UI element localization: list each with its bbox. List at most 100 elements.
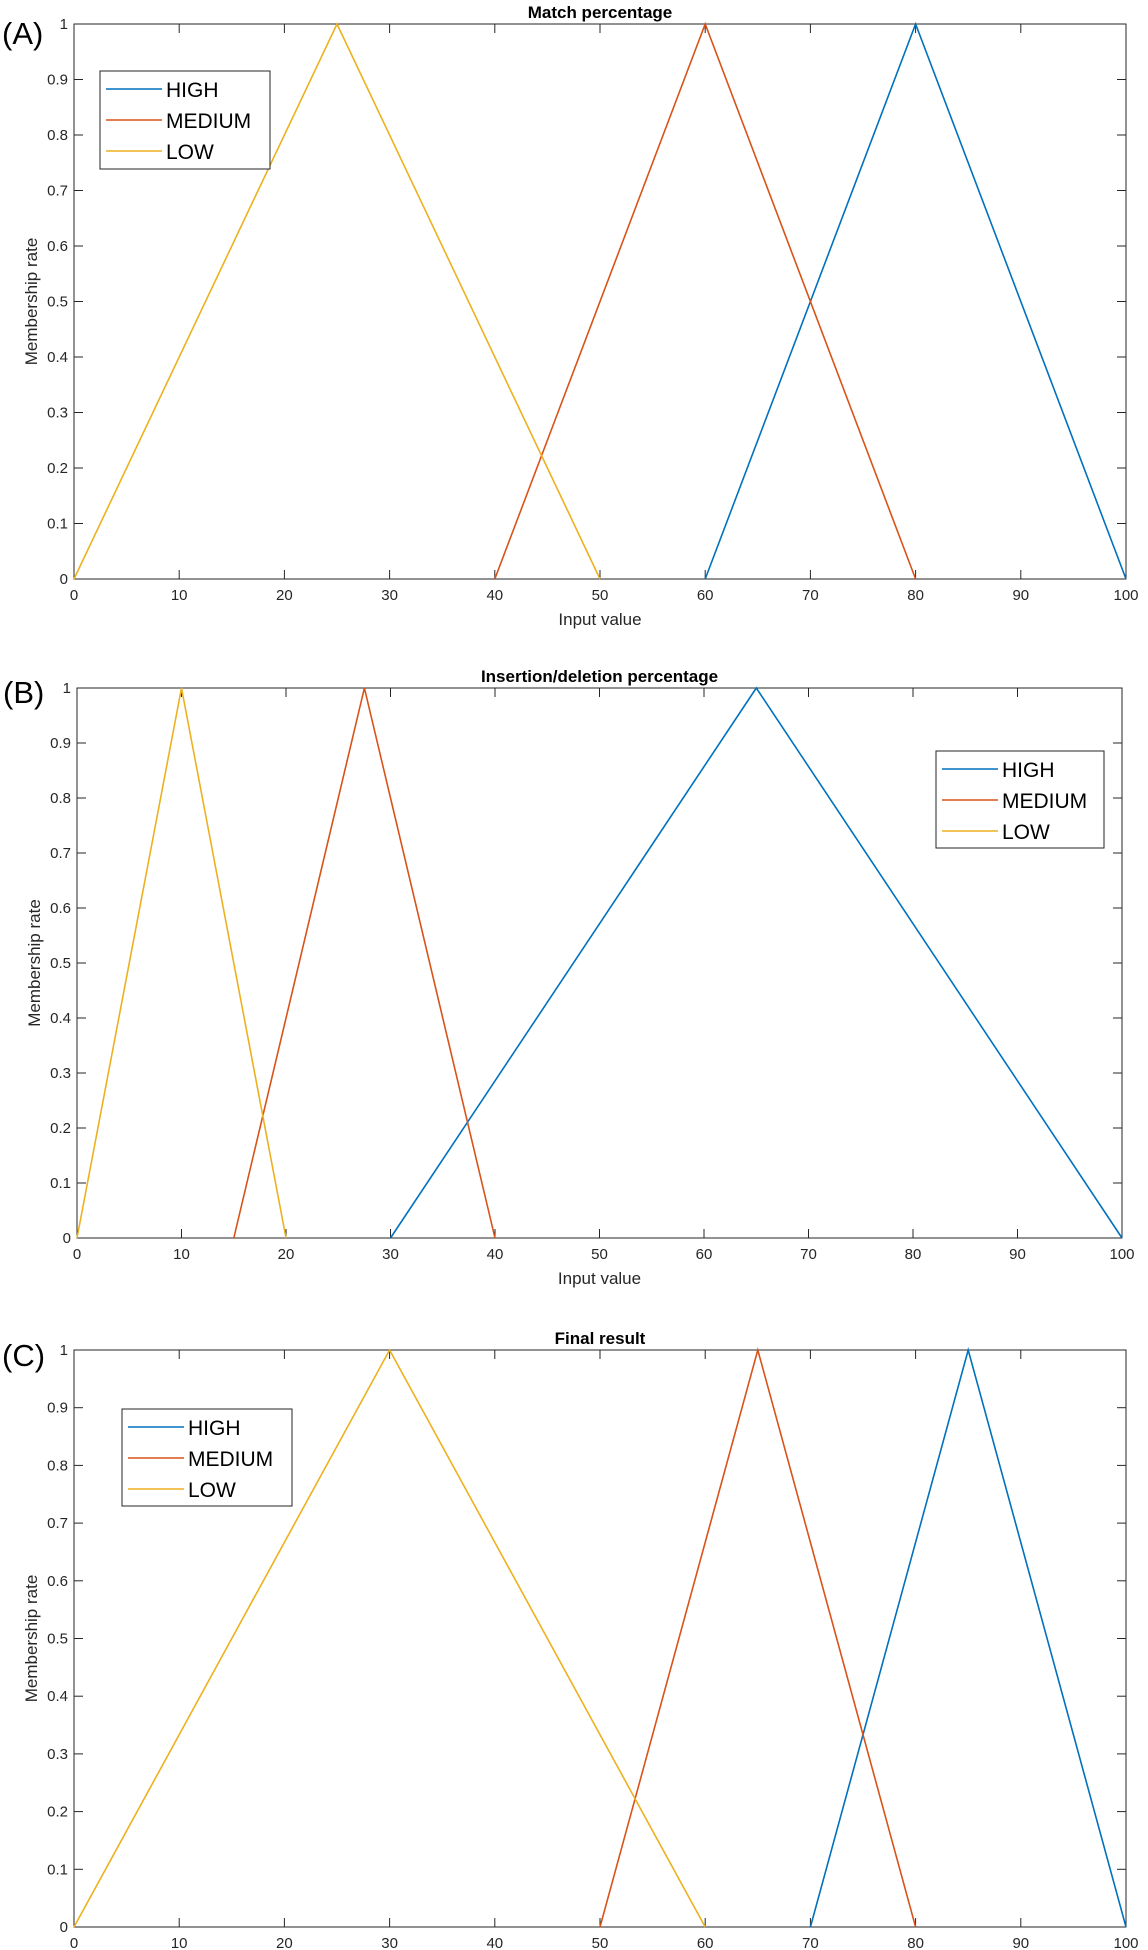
- y-tick-label: 0.3: [47, 405, 68, 422]
- x-tick-label: 10: [173, 1246, 190, 1263]
- y-tick-label: 0.3: [47, 1746, 68, 1763]
- legend-entry-low: LOW: [188, 1479, 236, 1502]
- y-tick-label: 0.1: [47, 1861, 68, 1878]
- y-tick-label: 0.7: [50, 845, 71, 862]
- x-tick-label: 0: [73, 1246, 81, 1263]
- y-tick-label: 0: [63, 1230, 71, 1247]
- y-tick-label: 0.2: [47, 460, 68, 477]
- x-tick-label: 10: [171, 1935, 188, 1950]
- legend: HIGH MEDIUM LOW: [99, 70, 271, 170]
- y-tick-label: 0.9: [47, 1400, 68, 1417]
- y-tick-label: 0.2: [47, 1804, 68, 1821]
- panel-label: (A): [2, 16, 43, 51]
- y-tick-label: 0.4: [47, 1688, 68, 1705]
- series-line-low: [73, 22, 601, 580]
- x-tick-label: 0: [70, 1935, 78, 1950]
- x-tick-label: 80: [907, 587, 924, 604]
- x-tick-label: 100: [1113, 587, 1138, 604]
- y-tick-label: 0.7: [47, 1515, 68, 1532]
- x-tick-label: 70: [802, 587, 819, 604]
- y-tick-label: 0.9: [47, 72, 68, 89]
- y-tick-label: 0.5: [47, 294, 68, 311]
- y-tick-label: 0.6: [47, 1573, 68, 1590]
- y-axis-label: Membership rate: [22, 238, 41, 366]
- chart-title: Insertion/deletion percentage: [481, 667, 718, 686]
- x-tick-label: 90: [1012, 587, 1029, 604]
- y-tick-label: 1: [60, 16, 68, 33]
- x-tick-label: 40: [487, 1246, 504, 1263]
- y-tick-label: 1: [60, 1342, 68, 1359]
- x-tick-label: 60: [697, 587, 714, 604]
- y-axis-label: Membership rate: [25, 899, 44, 1027]
- x-tick-label: 40: [486, 587, 503, 604]
- x-tick-label: 90: [1009, 1246, 1026, 1263]
- x-tick-label: 70: [802, 1935, 819, 1950]
- chart-title: Match percentage: [528, 3, 673, 22]
- legend-entry-low: LOW: [166, 141, 214, 164]
- series-line-low: [76, 687, 287, 1239]
- x-tick-label: 20: [276, 587, 293, 604]
- y-tick-label: 0.5: [50, 955, 71, 972]
- chart-panel-c: (C) Final result 0 10 20 30 40 50 60 70 80 90 100 0 0.…: [2, 1329, 1139, 1950]
- y-tick-label: 0.2: [50, 1120, 71, 1137]
- y-tick-label: 0.4: [50, 1010, 71, 1027]
- y-tick-label: 0.4: [47, 349, 68, 366]
- series-line-medium: [233, 687, 496, 1239]
- legend: HIGH MEDIUM LOW: [935, 750, 1105, 849]
- y-tick-label: 0.6: [47, 238, 68, 255]
- legend-entry-medium: MEDIUM: [166, 110, 251, 133]
- x-tick-label: 50: [592, 587, 609, 604]
- x-tick-label: 90: [1012, 1935, 1029, 1950]
- y-tick-label: 0.8: [47, 127, 68, 144]
- legend-entry-high: HIGH: [166, 79, 219, 102]
- y-tick-label: 0: [60, 1919, 68, 1936]
- y-tick-label: 0: [60, 571, 68, 588]
- legend-entry-low: LOW: [1002, 821, 1050, 844]
- x-axis-label: Input value: [558, 1269, 641, 1288]
- x-tick-label: 30: [381, 587, 398, 604]
- x-tick-label: 20: [278, 1246, 295, 1263]
- series-line-medium: [494, 21, 917, 580]
- y-tick-label: 0.7: [47, 183, 68, 200]
- panel-label: (B): [3, 675, 44, 710]
- legend-entry-medium: MEDIUM: [1002, 790, 1087, 813]
- y-axis-label: Membership rate: [22, 1575, 41, 1703]
- x-tick-label: 20: [276, 1935, 293, 1950]
- x-tick-label: 60: [696, 1246, 713, 1263]
- y-tick-label: 0.3: [50, 1065, 71, 1082]
- legend: HIGH MEDIUM LOW: [121, 1408, 293, 1507]
- x-axis-label: Input value: [558, 610, 641, 629]
- chart-title: Final result: [555, 1329, 646, 1348]
- x-tick-label: 50: [592, 1935, 609, 1950]
- x-tick-label: 10: [171, 587, 188, 604]
- series-line-low: [73, 1348, 706, 1928]
- x-tick-label: 0: [70, 587, 78, 604]
- y-tick-label: 0.1: [50, 1175, 71, 1192]
- y-tick-label: 0.8: [47, 1457, 68, 1474]
- y-tick-label: 0.1: [47, 516, 68, 533]
- x-tick-label: 80: [907, 1935, 924, 1950]
- x-tick-label: 60: [697, 1935, 714, 1950]
- x-tick-label: 100: [1109, 1246, 1134, 1263]
- series-line-high: [389, 686, 1123, 1239]
- x-tick-label: 80: [905, 1246, 922, 1263]
- y-tick-label: 0.6: [50, 900, 71, 917]
- x-tick-label: 100: [1113, 1935, 1138, 1950]
- y-tick-label: 0.9: [50, 735, 71, 752]
- series-line-medium: [599, 1346, 917, 1928]
- y-tick-label: 0.8: [50, 790, 71, 807]
- x-tick-label: 30: [381, 1935, 398, 1950]
- legend-entry-high: HIGH: [1002, 759, 1055, 782]
- series-line-high: [704, 21, 1127, 580]
- legend-entry-high: HIGH: [188, 1417, 241, 1440]
- y-tick-label: 0.5: [47, 1631, 68, 1648]
- x-tick-label: 50: [591, 1246, 608, 1263]
- y-tick-label: 1: [63, 680, 71, 697]
- panel-label: (C): [2, 1338, 45, 1373]
- x-tick-label: 30: [382, 1246, 399, 1263]
- legend-entry-medium: MEDIUM: [188, 1448, 273, 1471]
- x-tick-label: 70: [800, 1246, 817, 1263]
